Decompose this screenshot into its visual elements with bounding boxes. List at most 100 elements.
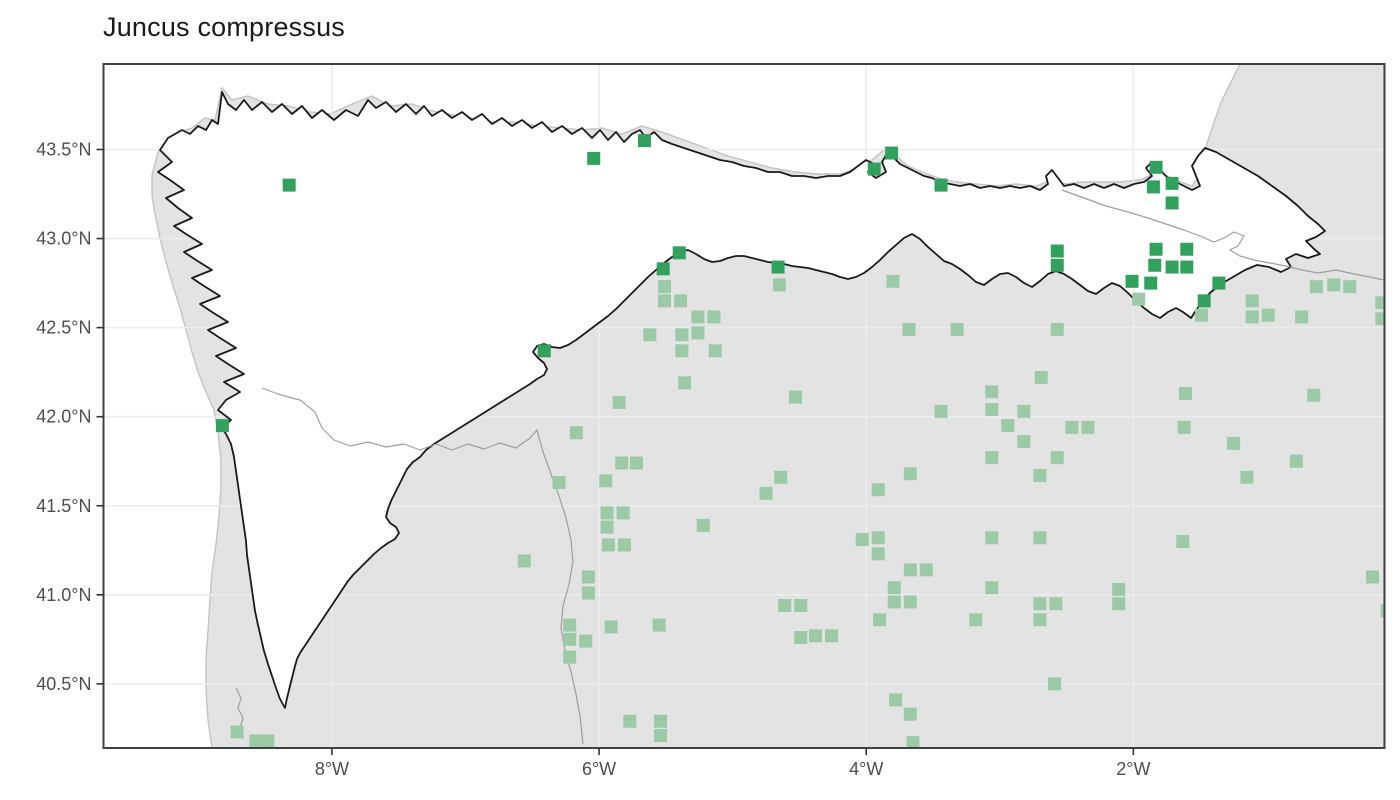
occurrence-point-occurrences-faint [871,483,885,497]
occurrence-point-occurrences-faint [794,599,808,612]
occurrence-point-occurrences-faint [599,474,613,488]
occurrence-point-occurrences-faint [1309,280,1323,294]
occurrence-point-occurrences-faint [886,274,900,288]
river-ebro-line [1061,189,1385,281]
occurrence-point-occurrences-strong [656,262,670,276]
occurrence-point-occurrences-faint [600,520,614,534]
occurrence-point-occurrences-faint [788,390,802,404]
occurrence-point-occurrences-faint [629,456,643,470]
occurrence-point-occurrences-strong [1144,276,1158,290]
occurrence-point-occurrences-faint [1048,677,1062,691]
occurrence-point-occurrences-faint [934,404,948,418]
occurrence-point-occurrences-faint [230,725,244,739]
x-tick-label: 2°W [1116,759,1150,779]
occurrence-point-occurrences-faint [1112,597,1126,611]
panel-border [102,63,1386,749]
occurrence-point-occurrences-strong [1165,260,1179,274]
occurrence-point-occurrences-faint [759,486,773,500]
occurrence-point-occurrences-faint [517,554,531,568]
occurrence-point-occurrences-faint [674,294,688,308]
occurrence-point-occurrences-faint [903,707,917,721]
occurrence-point-occurrences-faint [871,547,885,561]
occurrence-point-occurrences-faint [824,629,838,643]
occurrence-point-occurrences-faint [1033,531,1047,545]
occurrence-point-occurrences-faint [581,570,595,584]
occurrence-point-occurrences-faint [612,395,626,409]
occurrence-point-occurrences-faint [1065,420,1079,434]
occurrence-point-occurrences-faint [1034,371,1048,384]
occurrence-point-occurrences-faint [903,595,917,609]
plot-title: Juncus compressus [103,12,345,42]
points-layer [215,134,1385,748]
occurrence-point-occurrences-faint [579,634,593,648]
occurrence-point-occurrences-strong [771,260,785,274]
occurrence-point-occurrences-faint [1327,278,1341,292]
occurrence-point-occurrences-faint [615,456,629,470]
occurrence-point-occurrences-faint [563,650,577,664]
occurrence-point-occurrences-faint [675,344,689,358]
y-tick-label: 41.5°N [36,496,91,516]
occurrence-point-occurrences-faint [563,632,577,646]
occurrence-point-occurrences-faint [871,531,885,545]
occurrence-point-occurrences-faint [616,506,630,520]
occurrence-point-occurrences-faint [643,328,657,342]
occurrence-point-occurrences-faint [581,586,595,600]
occurrence-point-occurrences-faint [1365,570,1379,584]
admin-lines-layer [235,189,1385,745]
occurrence-point-occurrences-faint [1289,454,1303,468]
occurrence-point-occurrences-faint [691,310,705,324]
occurrence-point-occurrences-faint [1245,310,1259,324]
occurrence-point-occurrences-strong [885,146,899,160]
occurrence-point-occurrences-faint [887,581,901,595]
occurrence-point-occurrences-faint [1050,322,1064,336]
occurrence-point-occurrences-faint [623,714,637,728]
occurrence-point-occurrences-strong [1149,242,1163,256]
occurrence-point-occurrences-strong [1180,260,1194,274]
occurrence-point-occurrences-faint [569,426,583,440]
occurrence-point-occurrences-faint [675,328,689,342]
occurrence-point-occurrences-faint [261,734,275,748]
x-tick-label: 6°W [582,759,616,779]
occurrence-point-occurrences-faint [249,734,263,748]
occurrence-point-occurrences-faint [985,581,999,595]
occurrence-point-occurrences-faint [707,310,721,324]
border-spain-portugal [261,387,584,745]
occurrence-point-occurrences-faint [1033,468,1047,482]
occurrence-point-occurrences-faint [906,736,920,748]
y-tick-label: 43.0°N [36,229,91,249]
occurrence-point-occurrences-strong [1050,244,1064,258]
occurrence-point-occurrences-faint [903,563,917,577]
occurrence-point-occurrences-faint [1017,435,1031,449]
occurrence-point-occurrences-faint [658,280,672,294]
occurrence-point-occurrences-faint [887,595,901,609]
occurrence-point-occurrences-faint [774,470,788,484]
occurrence-point-occurrences-strong [637,134,651,148]
occurrence-point-occurrences-faint [1033,613,1047,627]
y-tick-label: 42.5°N [36,318,91,338]
occurrence-point-occurrences-strong [537,344,551,358]
occurrence-point-occurrences-faint [1195,308,1208,322]
occurrence-point-occurrences-faint [1343,280,1357,294]
occurrence-point-occurrences-faint [1017,404,1031,418]
occurrence-point-occurrences-strong [1050,258,1064,272]
y-tick-label: 41.0°N [36,585,91,605]
occurrence-point-occurrences-strong [1212,276,1226,290]
occurrence-point-occurrences-faint [873,613,887,627]
occurrence-point-occurrences-faint [1177,420,1191,434]
occurrence-point-occurrences-faint [1227,436,1241,450]
occurrence-point-occurrences-faint [1240,470,1254,484]
occurrence-point-occurrences-faint [552,476,566,490]
occurrence-point-occurrences-faint [600,506,614,520]
occurrence-point-occurrences-strong [1146,180,1160,194]
occurrence-point-occurrences-faint [985,403,999,417]
y-tick-label: 42.0°N [36,407,91,427]
occurrence-point-occurrences-faint [1176,534,1190,548]
occurrence-point-occurrences-faint [708,344,722,358]
occurrence-point-occurrences-faint [919,563,933,577]
occurrence-point-occurrences-strong [1165,176,1179,190]
occurrence-point-occurrences-faint [889,693,903,707]
occurrence-point-occurrences-strong [934,178,948,192]
occurrence-point-occurrences-faint [654,729,668,743]
